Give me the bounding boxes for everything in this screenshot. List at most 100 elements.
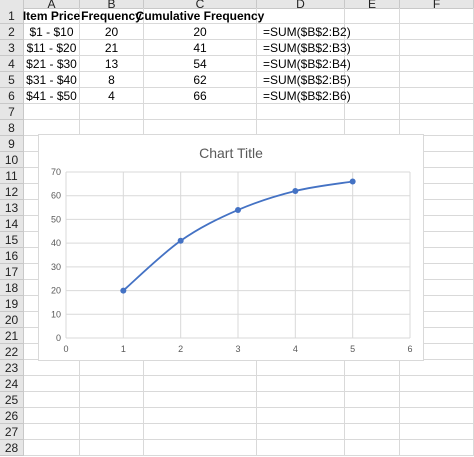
- cell[interactable]: [400, 408, 474, 424]
- column-header-e[interactable]: E: [345, 0, 400, 11]
- cell[interactable]: [345, 40, 400, 56]
- cell[interactable]: [144, 408, 257, 424]
- cumulative-cell[interactable]: 66: [144, 88, 257, 104]
- row-header-6[interactable]: 6: [0, 88, 24, 104]
- cumulative-cell[interactable]: 54: [144, 56, 257, 72]
- column-header-c[interactable]: C: [144, 0, 257, 11]
- price-cell[interactable]: $31 - $40: [24, 72, 80, 88]
- cell[interactable]: [400, 56, 474, 72]
- cell[interactable]: [144, 360, 257, 376]
- frequency-cell[interactable]: 4: [80, 88, 144, 104]
- cell[interactable]: [400, 424, 474, 440]
- row-header-27[interactable]: 27: [0, 424, 24, 440]
- row-header-7[interactable]: 7: [0, 104, 24, 120]
- cell[interactable]: [144, 424, 257, 440]
- row-header-1[interactable]: 1: [0, 8, 24, 24]
- column-header-d[interactable]: D: [257, 0, 345, 11]
- row-header-17[interactable]: 17: [0, 264, 24, 280]
- cell[interactable]: [257, 360, 345, 376]
- formula-cell[interactable]: =SUM($B$2:B2): [257, 24, 351, 40]
- cell[interactable]: [400, 72, 474, 88]
- cell[interactable]: [144, 440, 257, 456]
- cell[interactable]: [257, 104, 345, 120]
- column-header-b[interactable]: B: [80, 0, 144, 11]
- cell[interactable]: [24, 104, 80, 120]
- cell[interactable]: [400, 360, 474, 376]
- row-header-21[interactable]: 21: [0, 328, 24, 344]
- cell[interactable]: [144, 376, 257, 392]
- cumulative-cell[interactable]: 62: [144, 72, 257, 88]
- cell[interactable]: [345, 72, 400, 88]
- cell[interactable]: [80, 392, 144, 408]
- cell[interactable]: [257, 392, 345, 408]
- cell[interactable]: [24, 360, 80, 376]
- row-header-8[interactable]: 8: [0, 120, 24, 136]
- formula-cell[interactable]: =SUM($B$2:B4): [257, 56, 351, 72]
- cell[interactable]: [400, 440, 474, 456]
- row-header-3[interactable]: 3: [0, 40, 24, 56]
- chart-title[interactable]: Chart Title: [199, 145, 263, 161]
- row-header-25[interactable]: 25: [0, 392, 24, 408]
- cell[interactable]: [345, 88, 400, 104]
- formula-cell[interactable]: =SUM($B$2:B6): [257, 88, 351, 104]
- cell[interactable]: [345, 8, 400, 24]
- cell[interactable]: [257, 8, 345, 24]
- cell[interactable]: [345, 56, 400, 72]
- cell[interactable]: [345, 408, 400, 424]
- cell[interactable]: [345, 424, 400, 440]
- cell[interactable]: [80, 424, 144, 440]
- chart[interactable]: Chart Title 0 10 20 30 40 50 60 70 0 1 2 3 4 5 6: [38, 134, 424, 361]
- cell[interactable]: [80, 408, 144, 424]
- cell[interactable]: [257, 424, 345, 440]
- cell[interactable]: [24, 440, 80, 456]
- cell[interactable]: [345, 376, 400, 392]
- row-header-24[interactable]: 24: [0, 376, 24, 392]
- frequency-cell[interactable]: 20: [80, 24, 144, 40]
- cell[interactable]: [345, 440, 400, 456]
- formula-cell[interactable]: =SUM($B$2:B3): [257, 40, 351, 56]
- frequency-cell[interactable]: 21: [80, 40, 144, 56]
- cell[interactable]: [345, 24, 400, 40]
- row-header-10[interactable]: 10: [0, 152, 24, 168]
- price-cell[interactable]: $21 - $30: [24, 56, 80, 72]
- row-header-2[interactable]: 2: [0, 24, 24, 40]
- frequency-cell[interactable]: 8: [80, 72, 144, 88]
- row-header-18[interactable]: 18: [0, 280, 24, 296]
- row-header-28[interactable]: 28: [0, 440, 24, 456]
- cell[interactable]: [345, 392, 400, 408]
- cell[interactable]: [345, 104, 400, 120]
- formula-cell[interactable]: =SUM($B$2:B5): [257, 72, 351, 88]
- row-header-5[interactable]: 5: [0, 72, 24, 88]
- price-cell[interactable]: $11 - $20: [24, 40, 80, 56]
- row-header-13[interactable]: 13: [0, 200, 24, 216]
- row-header-16[interactable]: 16: [0, 248, 24, 264]
- cell[interactable]: [400, 24, 474, 40]
- cell[interactable]: [400, 40, 474, 56]
- cell[interactable]: [257, 440, 345, 456]
- row-header-19[interactable]: 19: [0, 296, 24, 312]
- row-header-26[interactable]: 26: [0, 408, 24, 424]
- row-header-22[interactable]: 22: [0, 344, 24, 360]
- row-header-20[interactable]: 20: [0, 312, 24, 328]
- cell[interactable]: [80, 104, 144, 120]
- cell[interactable]: [400, 8, 474, 24]
- row-header-9[interactable]: 9: [0, 136, 24, 152]
- cell[interactable]: [400, 88, 474, 104]
- row-header-12[interactable]: 12: [0, 184, 24, 200]
- cell[interactable]: [400, 104, 474, 120]
- row-header-11[interactable]: 11: [0, 168, 24, 184]
- header-cell[interactable]: Cumulative Frequency: [135, 8, 265, 24]
- cell[interactable]: [257, 376, 345, 392]
- cell[interactable]: [144, 104, 257, 120]
- cumulative-cell[interactable]: 20: [144, 24, 257, 40]
- cell[interactable]: [24, 424, 80, 440]
- cell[interactable]: [257, 408, 345, 424]
- cell[interactable]: [80, 440, 144, 456]
- column-header-a[interactable]: A: [24, 0, 80, 11]
- cell[interactable]: [24, 376, 80, 392]
- cell[interactable]: [345, 360, 400, 376]
- price-cell[interactable]: $41 - $50: [24, 88, 80, 104]
- cell[interactable]: [400, 392, 474, 408]
- cell[interactable]: [80, 376, 144, 392]
- row-header-4[interactable]: 4: [0, 56, 24, 72]
